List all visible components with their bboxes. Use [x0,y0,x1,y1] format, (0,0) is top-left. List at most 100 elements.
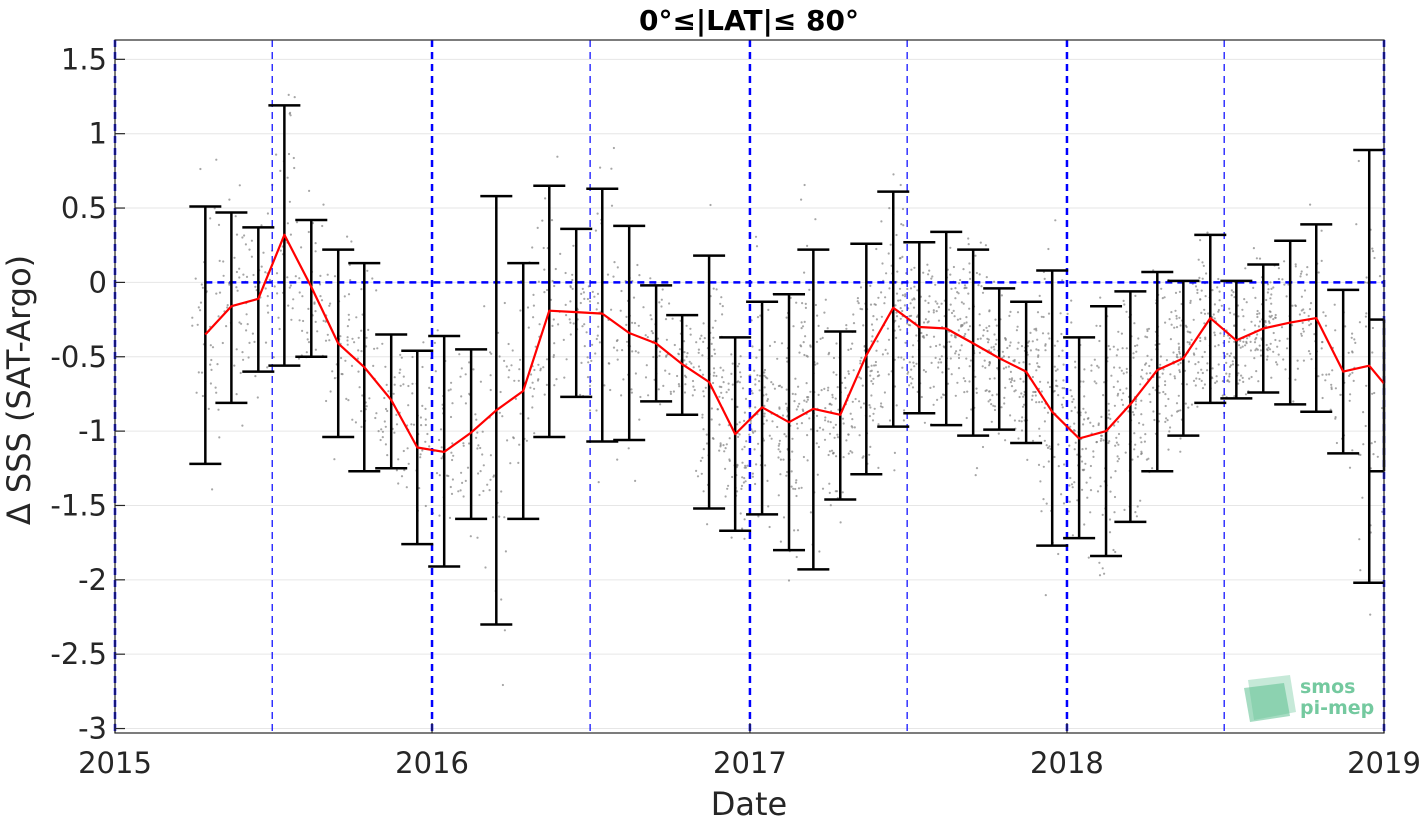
scatter-point [727,484,730,487]
scatter-point [981,445,985,449]
scatter-point [1060,493,1063,496]
scatter-point [196,323,199,326]
scatter-point [1270,287,1273,290]
scatter-point [1252,286,1255,289]
scatter-point [287,152,291,156]
scatter-point [668,302,671,305]
scatter-point [791,450,794,453]
scatter-point [1147,457,1150,460]
scatter-point [806,396,809,399]
scatter-point [638,418,641,421]
scatter-point [1092,455,1095,458]
scatter-point [718,423,721,426]
scatter-point [1046,411,1050,414]
scatter-point [1054,369,1057,372]
scatter-point [702,490,705,493]
scatter-point [926,321,929,324]
scatter-point [699,337,702,340]
scatter-point [314,310,317,313]
scatter-point [1276,363,1279,366]
scatter-point [1070,409,1073,413]
scatter-point [293,96,296,99]
scatter-point [1190,338,1193,341]
scatter-point [844,386,847,389]
scatter-point [763,374,766,377]
scatter-point [922,369,926,372]
scatter-point [901,255,904,258]
scatter-point [974,375,977,378]
scatter-point [932,403,935,406]
scatter-point [835,455,838,458]
scatter-point [1242,315,1245,318]
scatter-point [424,407,427,410]
scatter-point [1203,350,1206,354]
scatter-point [1044,343,1047,346]
scatter-point [613,261,616,264]
scatter-point [632,296,636,299]
scatter-point [1090,364,1093,367]
scatter-point [475,418,478,421]
scatter-point [908,361,911,364]
scatter-point [702,340,705,343]
scatter-point [1175,402,1179,405]
scatter-point [777,384,781,388]
scatter-point [988,377,992,380]
scatter-point [1238,344,1241,347]
scatter-point [1070,299,1073,302]
scatter-point [1018,395,1021,399]
scatter-point [1134,294,1137,297]
scatter-point [1034,394,1037,397]
scatter-point [871,335,874,338]
scatter-point [625,323,628,326]
scatter-point [518,368,521,371]
scatter-point [1197,361,1200,364]
scatter-point [832,356,836,360]
scatter-point [685,363,688,366]
scatter-point [1221,380,1224,383]
scatter-point [965,316,968,319]
scatter-point [1222,334,1226,338]
scatter-point [1299,275,1302,278]
scatter-point [701,373,705,376]
scatter-point [915,315,919,318]
scatter-point [764,376,768,379]
scatter-point [1047,460,1050,463]
scatter-point [644,334,647,337]
scatter-point [411,382,414,385]
scatter-point [1294,304,1297,307]
scatter-point [1039,380,1042,383]
scatter-point [818,426,822,429]
scatter-point [974,254,977,257]
scatter-point [1219,332,1222,335]
scatter-point [1306,266,1309,269]
scatter-point [724,467,727,470]
scatter-point [1252,247,1255,250]
scatter-point [904,341,907,344]
scatter-point [428,445,431,448]
scatter-point [217,223,221,226]
scatter-point [1069,476,1072,480]
scatter-point [451,478,454,481]
scatter-point [817,393,820,396]
scatter-point [402,383,405,386]
scatter-point [308,189,311,192]
scatter-point [583,345,586,348]
scatter-point [537,378,540,381]
scatter-point [1165,359,1168,362]
scatter-point [795,301,798,304]
scatter-point [901,207,905,211]
scatter-point [1179,361,1182,365]
scatter-point [766,479,769,482]
scatter-point [469,535,472,538]
scatter-point [699,459,703,462]
scatter-point [276,292,279,295]
scatter-point [903,304,907,307]
scatter-point [484,566,487,569]
scatter-point [381,430,384,433]
scatter-point [503,516,506,519]
scatter-point [1170,311,1173,314]
scatter-point [384,425,387,428]
scatter-point [934,300,937,303]
scatter-point [199,167,202,171]
scatter-point [901,366,904,369]
